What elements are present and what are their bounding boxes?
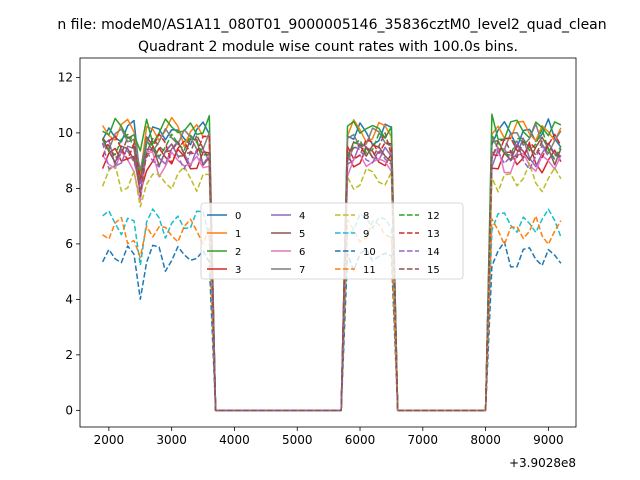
x-tick-label: 9000 — [533, 433, 564, 447]
legend-label-2: 2 — [235, 247, 241, 258]
legend-label-11: 11 — [363, 265, 376, 276]
x-tick-label: 7000 — [408, 433, 439, 447]
legend-label-12: 12 — [427, 211, 440, 222]
legend-label-0: 0 — [235, 211, 241, 222]
series-line-15 — [102, 132, 562, 412]
x-tick-label: 8000 — [470, 433, 501, 447]
x-tick-label: 2000 — [94, 433, 125, 447]
legend-label-8: 8 — [363, 211, 369, 222]
chart-suptitle: n file: modeM0/AS1A11_080T01_9000005146_… — [57, 17, 606, 33]
x-offset-label: +3.9028e8 — [509, 456, 576, 470]
x-axis: 2000 3000 4000 5000 6000 7000 8000 9000 — [94, 427, 564, 447]
y-tick-label: 2 — [65, 348, 73, 362]
legend-label-15: 15 — [427, 265, 440, 276]
legend-label-1: 1 — [235, 229, 241, 240]
series-lines — [101, 113, 562, 412]
x-tick-label: 3000 — [156, 433, 187, 447]
y-tick-label: 6 — [65, 237, 73, 251]
legend-box — [200, 202, 464, 280]
legend-label-10: 10 — [363, 247, 376, 258]
legend-label-3: 3 — [235, 265, 241, 276]
y-tick-label: 0 — [65, 403, 73, 417]
legend-label-5: 5 — [299, 229, 305, 240]
y-tick-label: 12 — [58, 70, 73, 84]
x-tick-label: 5000 — [282, 433, 313, 447]
y-tick-label: 4 — [65, 292, 73, 306]
chart-title: Quadrant 2 module wise count rates with … — [138, 39, 518, 55]
legend-label-7: 7 — [299, 265, 305, 276]
series-line-13 — [101, 133, 562, 412]
legend-label-6: 6 — [299, 247, 305, 258]
x-tick-label: 4000 — [219, 433, 250, 447]
legend-label-4: 4 — [299, 211, 305, 222]
legend-label-9: 9 — [363, 229, 369, 240]
legend-label-13: 13 — [427, 229, 440, 240]
x-tick-label: 6000 — [345, 433, 376, 447]
y-tick-label: 10 — [58, 126, 73, 140]
plot-frame — [79, 57, 577, 428]
y-axis: 0 2 4 6 8 10 12 — [58, 70, 80, 417]
y-tick-label: 8 — [65, 181, 73, 195]
legend-label-14: 14 — [427, 247, 440, 258]
